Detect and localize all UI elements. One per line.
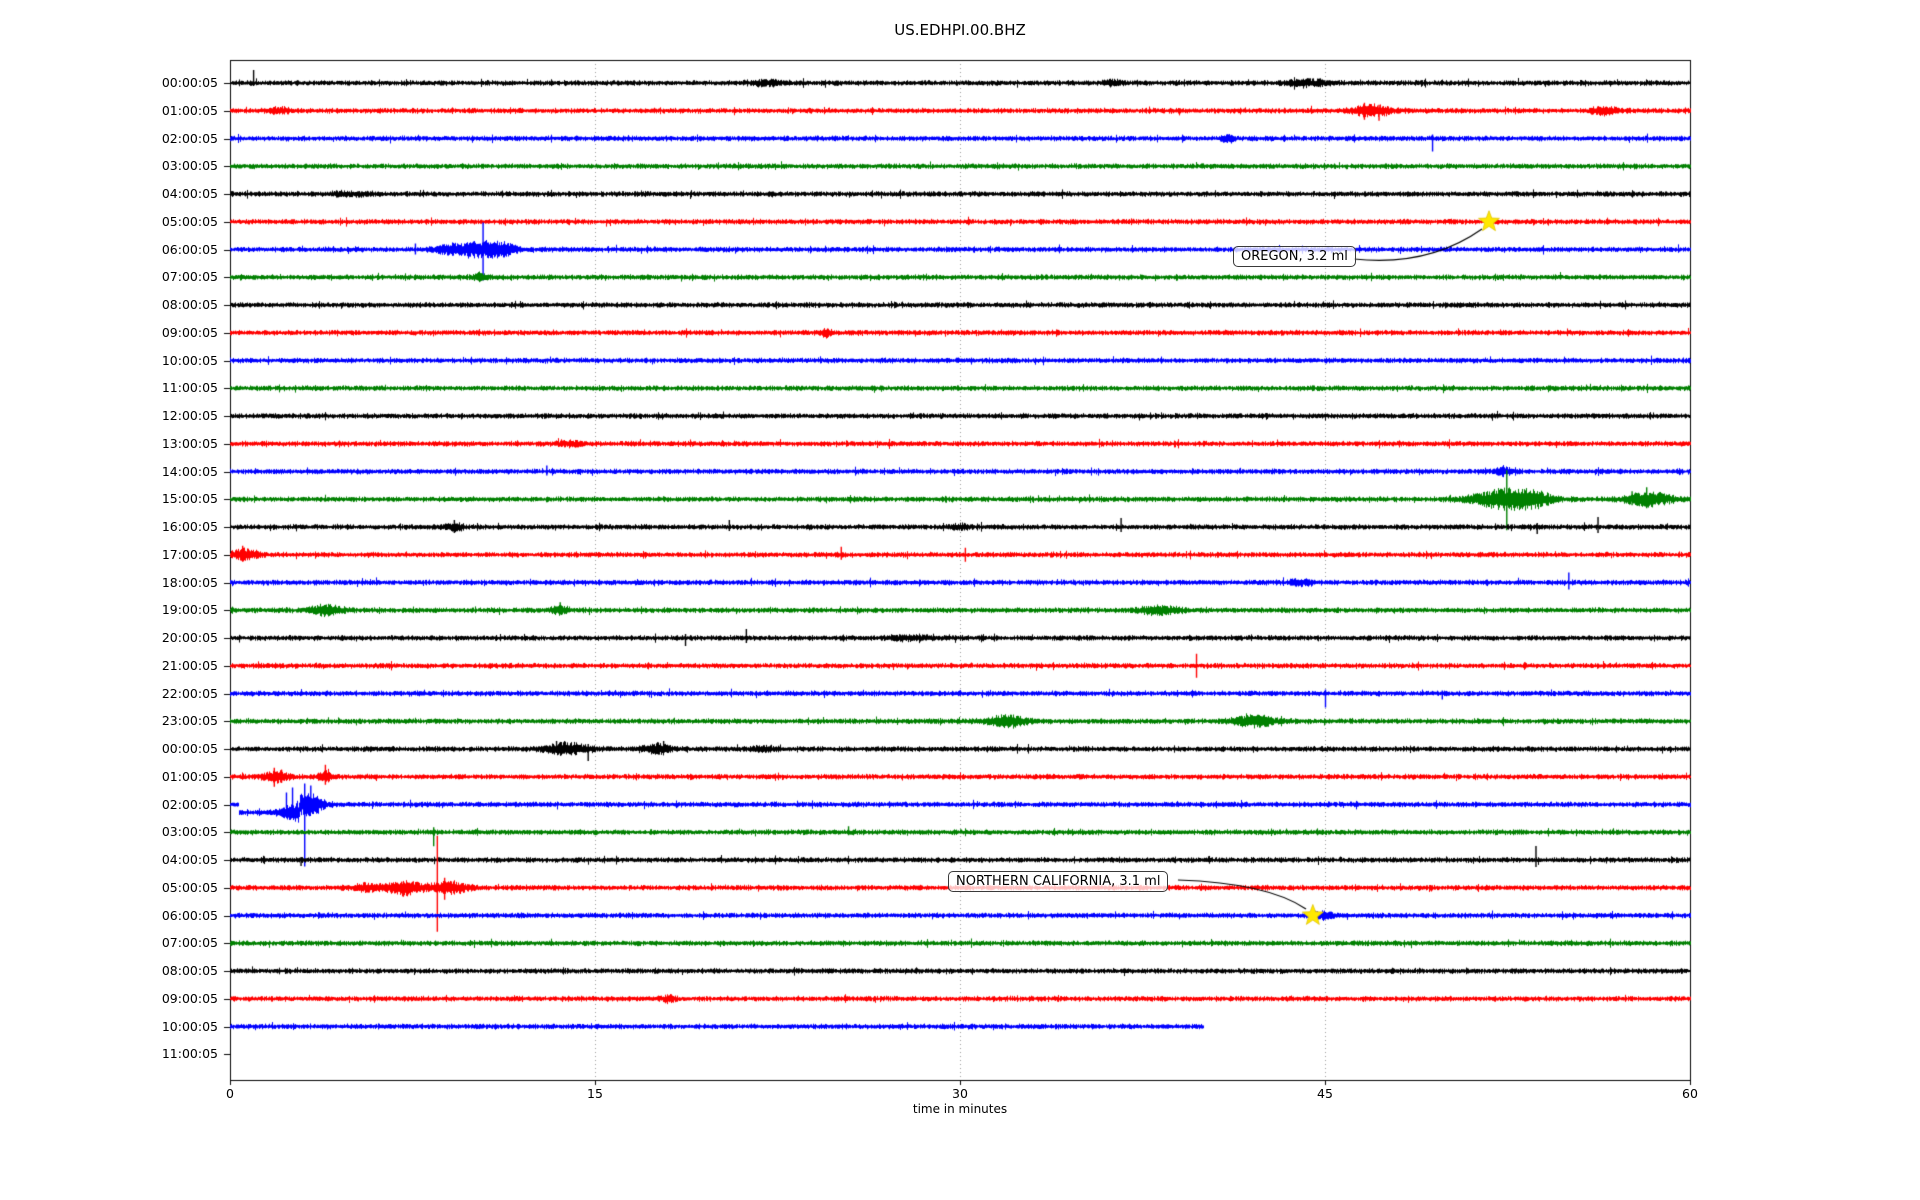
event-annotation-box: NORTHERN CALIFORNIA, 3.1 ml [948, 871, 1169, 892]
y-axis-label: 16:00:05 [161, 519, 218, 534]
y-axis-label: 17:00:05 [161, 546, 218, 562]
y-axis-label: 01:00:05 [161, 102, 218, 118]
y-axis-label: 02:00:05 [161, 796, 218, 812]
y-axis-label: 07:00:05 [161, 269, 218, 285]
y-axis-label: 15:00:05 [161, 491, 218, 507]
y-axis-label: 06:00:05 [161, 907, 218, 923]
y-axis-label: 05:00:05 [161, 879, 218, 895]
y-axis-label: 02:00:05 [161, 130, 218, 146]
x-axis-tick-label: 30 [952, 1086, 968, 1101]
y-axis-label: 20:00:05 [161, 630, 218, 645]
y-axis-label: 12:00:05 [161, 408, 218, 423]
plot-title: US.EDHPI.00.BHZ [894, 21, 1026, 39]
x-axis-tick-label: 60 [1682, 1086, 1698, 1101]
y-axis-label: 06:00:05 [161, 241, 218, 257]
event-annotation-box: OREGON, 3.2 ml [1233, 246, 1356, 267]
y-axis-label: 03:00:05 [161, 158, 218, 174]
y-axis-label: 09:00:05 [161, 324, 218, 340]
y-axis-label: 10:00:05 [161, 352, 218, 368]
y-axis-label: 23:00:05 [161, 713, 218, 729]
y-axis-label: 14:00:05 [161, 463, 218, 479]
y-axis-label: 03:00:05 [161, 824, 218, 840]
y-axis-label: 09:00:05 [161, 990, 218, 1006]
y-axis-label: 04:00:05 [161, 852, 218, 867]
y-axis-label: 08:00:05 [161, 963, 218, 978]
y-axis-label: 05:00:05 [161, 213, 218, 229]
y-axis-label: 18:00:05 [161, 574, 218, 590]
y-axis-label: 13:00:05 [161, 435, 218, 451]
y-axis-label: 19:00:05 [161, 602, 218, 618]
y-axis-label: 21:00:05 [161, 657, 218, 673]
x-axis-label: time in minutes [912, 1102, 1008, 1116]
y-axis-label: 22:00:05 [161, 685, 218, 701]
x-axis-tick-label: 15 [587, 1086, 603, 1101]
y-axis-label: 04:00:05 [161, 186, 218, 201]
y-axis-label: 00:00:05 [161, 75, 218, 90]
x-axis-tick-label: 0 [226, 1086, 234, 1101]
y-axis-label: 11:00:05 [161, 380, 218, 396]
y-axis-label: 08:00:05 [161, 297, 218, 312]
y-axis-label: 10:00:05 [161, 1018, 218, 1034]
x-axis-tick-label: 45 [1317, 1086, 1333, 1101]
y-axis-label: 11:00:05 [161, 1046, 218, 1062]
y-axis-label: 07:00:05 [161, 935, 218, 951]
y-axis-label: 00:00:05 [161, 741, 218, 756]
y-axis-label: 01:00:05 [161, 768, 218, 784]
